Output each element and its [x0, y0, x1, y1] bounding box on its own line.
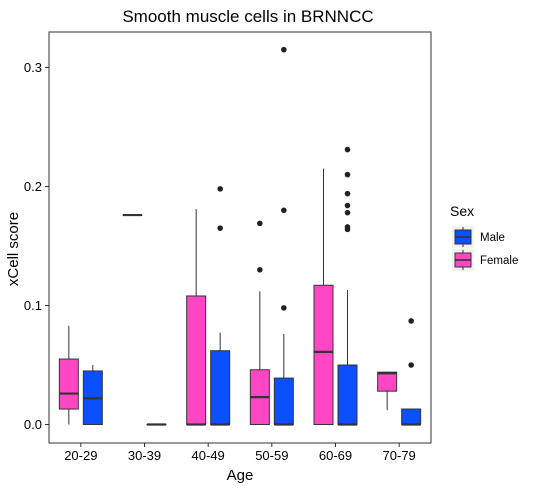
box-iqr	[401, 408, 422, 425]
outlier-point	[281, 46, 287, 53]
legend-label: Male	[480, 232, 505, 244]
outlier-point	[281, 305, 287, 311]
outlier-point	[344, 146, 351, 153]
box-iqr	[58, 358, 79, 410]
box-iqr	[186, 295, 207, 426]
box-group-male-20-29	[82, 365, 103, 426]
y-axis-title: xCell score	[5, 212, 22, 286]
x-tick-label: 50-59	[255, 448, 288, 463]
box-group-female-40-49	[186, 209, 207, 426]
outlier-point	[344, 224, 351, 230]
outlier-point	[257, 220, 263, 227]
legend-items: Male Female	[452, 226, 518, 271]
box-group-female-70-79	[377, 371, 398, 411]
box-group-female-50-59	[249, 220, 270, 426]
legend: Sex Male Female	[450, 203, 518, 271]
outlier-point	[344, 190, 351, 197]
outlier-point	[281, 207, 287, 214]
outlier-point	[408, 318, 414, 324]
plot-panel	[48, 31, 432, 444]
x-tick-label: 40-49	[192, 448, 225, 463]
box-iqr	[313, 284, 334, 425]
outlier-point	[217, 225, 223, 231]
x-tick-label: 60-69	[319, 448, 352, 463]
legend-label: Female	[480, 255, 518, 267]
outlier-point	[217, 186, 223, 192]
x-tick-label: 20-29	[64, 448, 97, 463]
legend-item-male: Male	[452, 226, 505, 248]
legend-title: Sex	[450, 203, 474, 219]
box-group-male-60-69	[337, 146, 358, 426]
box-iqr	[337, 364, 358, 425]
y-tick-label: 0.1	[24, 298, 42, 313]
outlier-point	[344, 202, 351, 209]
x-axis-title: Age	[227, 467, 254, 484]
box-iqr	[273, 377, 294, 425]
plot-layer	[58, 46, 422, 426]
legend-item-female: Female	[452, 249, 518, 271]
box-group-male-70-79	[401, 318, 422, 426]
y-tick-label: 0.3	[24, 60, 42, 75]
box-iqr	[377, 371, 398, 392]
outlier-point	[344, 171, 351, 178]
axis-layer: 20-29 30-39 40-49 50-59 60-69 70-79 0.0 0.1 0.2 0…	[24, 60, 416, 463]
outlier-point	[344, 209, 351, 216]
box-group-male-40-49	[210, 186, 231, 426]
chart-title: Smooth muscle cells in BRNNCC	[122, 7, 373, 26]
y-tick-label: 0.2	[24, 179, 42, 194]
x-tick-label: 70-79	[383, 448, 416, 463]
box-group-female-20-29	[58, 325, 79, 425]
box-group-female-60-69	[313, 168, 334, 425]
outlier-point	[257, 267, 263, 273]
y-tick-label: 0.0	[24, 417, 42, 432]
x-tick-label: 30-39	[128, 448, 161, 463]
outlier-point	[408, 362, 414, 368]
box-group-male-50-59	[273, 46, 294, 426]
box-iqr	[210, 350, 231, 425]
